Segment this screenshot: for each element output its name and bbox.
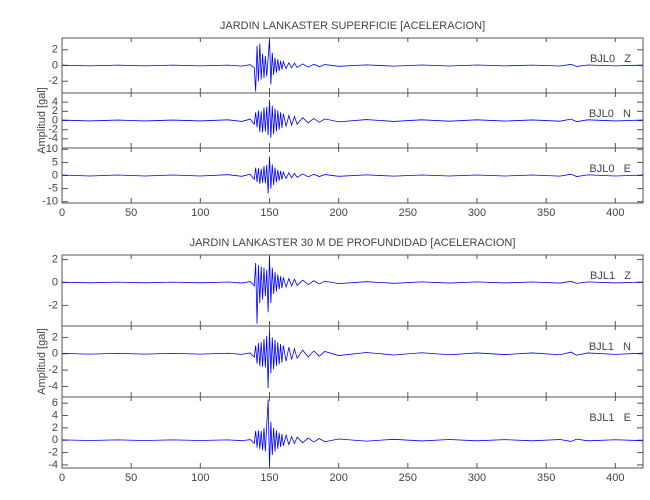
- y-tick-label: -4: [48, 380, 58, 392]
- y-tick-label: -2: [48, 446, 58, 458]
- waveform: [61, 330, 644, 389]
- y-axis-label: Amplitud [gal]: [36, 328, 48, 395]
- x-tick-label: 200: [329, 207, 347, 219]
- subplot-frame: [61, 325, 644, 398]
- y-axis-label: Amplitud [gal]: [36, 87, 48, 154]
- waveform: [61, 99, 644, 138]
- y-tick-label: 0: [52, 276, 58, 288]
- x-tick-label: 250: [399, 207, 417, 219]
- y-tick-label: 0: [52, 348, 58, 360]
- y-tick-label: -2: [48, 124, 58, 136]
- y-tick-label: 4: [52, 409, 58, 421]
- trace-label: BJL0 E: [589, 163, 631, 175]
- x-tick-label: 350: [537, 207, 555, 219]
- y-tick-label: 2: [52, 253, 58, 265]
- waveform: [61, 39, 644, 92]
- y-tick-label: 10: [46, 143, 58, 155]
- x-tick-label: 100: [191, 472, 209, 484]
- y-tick-label: -2: [48, 75, 58, 87]
- trace-label: BJL1 E: [589, 412, 631, 424]
- x-tick-label: 300: [468, 472, 486, 484]
- panel-title: JARDIN LANKASTER SUPERFICIE [ACELERACION…: [220, 20, 485, 32]
- panel-title: JARDIN LANKASTER 30 M DE PROFUNDIDAD [AC…: [190, 237, 516, 249]
- y-tick-label: 2: [52, 422, 58, 434]
- x-tick-label: 0: [59, 207, 65, 219]
- y-tick-label: 2: [52, 331, 58, 343]
- y-tick-label: -5: [48, 183, 58, 195]
- y-tick-label: -2: [48, 364, 58, 376]
- x-tick-label: 0: [59, 472, 65, 484]
- x-tick-label: 150: [260, 207, 278, 219]
- y-tick-label: 2: [52, 44, 58, 56]
- subplot-frame: [61, 396, 644, 469]
- trace-label: BJL1 Z: [590, 270, 631, 282]
- y-tick-label: 2: [52, 105, 58, 117]
- x-tick-label: 200: [329, 472, 347, 484]
- x-tick-label: 50: [125, 472, 137, 484]
- x-tick-label: 350: [537, 472, 555, 484]
- y-tick-label: 0: [52, 434, 58, 446]
- x-tick-label: 250: [399, 472, 417, 484]
- x-tick-label: 50: [125, 207, 137, 219]
- y-tick-label: 5: [52, 156, 58, 168]
- y-tick-label: 0: [52, 169, 58, 181]
- waveform: [61, 156, 644, 194]
- subplot-frame: [61, 254, 644, 327]
- x-tick-label: 400: [606, 207, 624, 219]
- y-tick-label: 4: [52, 96, 58, 108]
- x-tick-label: 150: [260, 472, 278, 484]
- y-tick-label: 0: [52, 114, 58, 126]
- waveform: [61, 256, 644, 324]
- y-tick-label: 6: [52, 397, 58, 409]
- trace-label: BJL1 N: [589, 341, 631, 353]
- x-tick-label: 400: [606, 472, 624, 484]
- trace-label: BJL0 Z: [590, 53, 631, 65]
- x-tick-label: 100: [191, 207, 209, 219]
- y-tick-label: -4: [48, 133, 58, 145]
- trace-label: BJL0 N: [589, 108, 631, 120]
- x-tick-label: 300: [468, 207, 486, 219]
- y-tick-label: 0: [52, 59, 58, 71]
- y-tick-label: -10: [42, 196, 58, 208]
- y-tick-label: -2: [48, 299, 58, 311]
- waveform: [61, 399, 644, 467]
- y-tick-label: -4: [48, 459, 58, 471]
